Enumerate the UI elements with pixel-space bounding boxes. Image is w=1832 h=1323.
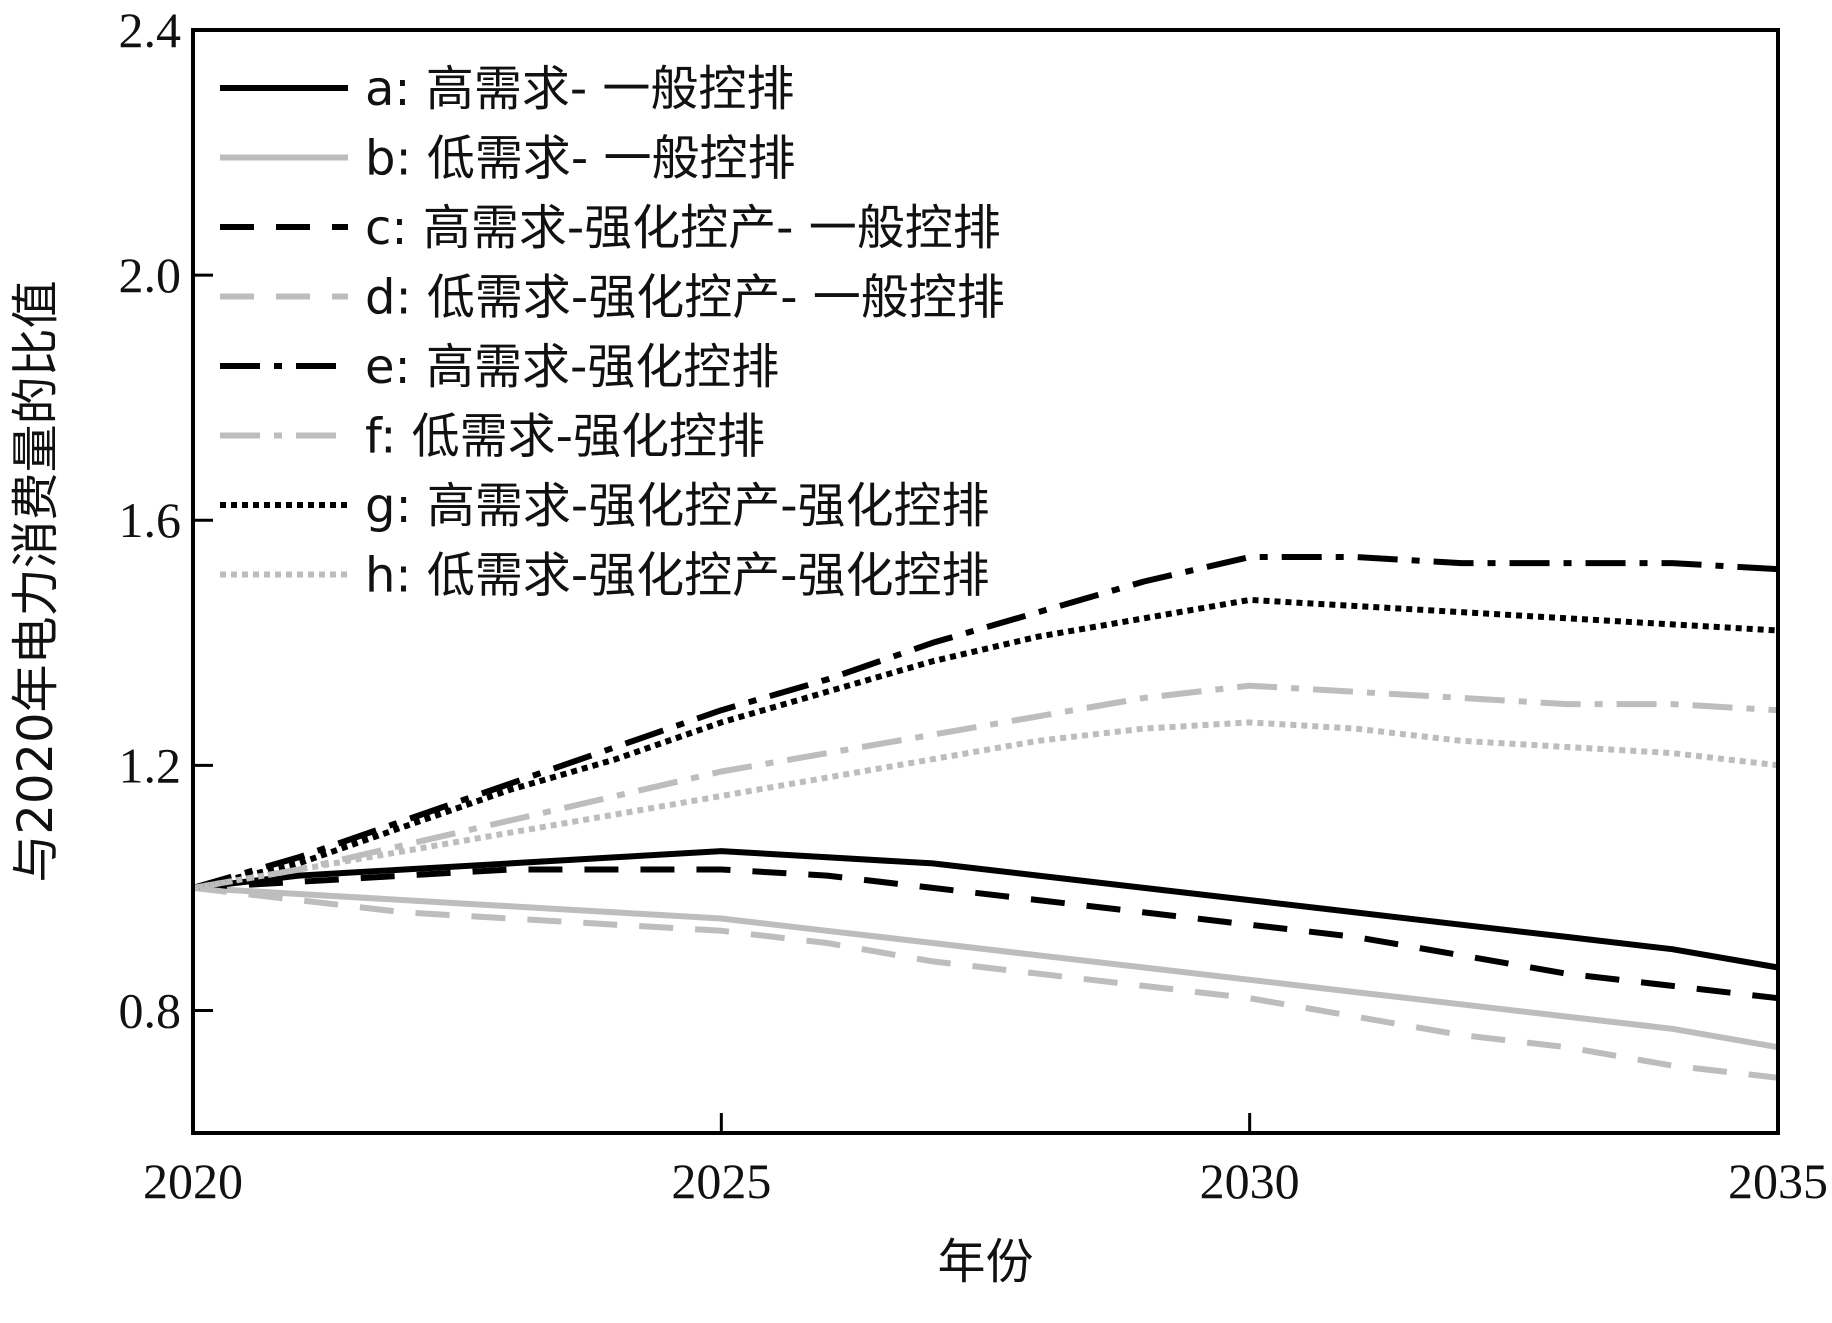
legend-label: c: 高需求-强化控产- 一般控排	[365, 200, 1001, 256]
x-tick-label: 2030	[1200, 1153, 1300, 1209]
x-tick-label: 2020	[143, 1153, 243, 1209]
y-tick-label: 2.0	[119, 247, 182, 303]
series-line-c	[192, 866, 1779, 1002]
legend-label: b: 低需求- 一般控排	[365, 131, 795, 187]
series-line-e	[192, 554, 1779, 891]
legend-label: d: 低需求-强化控产- 一般控排	[365, 270, 1005, 326]
legend: a: 高需求- 一般控排 b: 低需求- 一般控排 c: 高需求-强化控产- 一般控…	[220, 61, 1005, 604]
series-line-f	[192, 682, 1779, 891]
x-axis-title: 年份	[937, 1234, 1033, 1290]
y-tick-label: 1.6	[119, 492, 182, 548]
plot-series	[192, 554, 1779, 1081]
axis-ticks: 0.8 1.2 1.6 2.0 2.4 2020 2025 2030 2035	[119, 2, 1829, 1209]
series-line-a	[192, 848, 1779, 971]
y-tick-label: 2.4	[119, 2, 182, 58]
x-tick-label: 2025	[671, 1153, 771, 1209]
legend-label: h: 低需求-强化控产-强化控排	[365, 548, 990, 604]
legend-label: a: 高需求- 一般控排	[365, 61, 794, 117]
series-line-h	[192, 719, 1779, 891]
legend-label: e: 高需求-强化控排	[365, 339, 779, 395]
y-tick-label: 0.8	[119, 982, 182, 1038]
legend-label: g: 高需求-强化控产-强化控排	[365, 478, 990, 534]
y-tick-label: 1.2	[119, 737, 182, 793]
plot-frame	[191, 28, 1780, 1135]
legend-label: f: 低需求-强化控排	[365, 409, 765, 465]
series-line-d	[192, 884, 1779, 1081]
series-line-b	[192, 884, 1779, 1051]
x-tick-label: 2035	[1728, 1153, 1828, 1209]
series-line-g	[192, 596, 1779, 891]
y-axis-title: 与2020年电力消费量的比值	[8, 280, 64, 882]
